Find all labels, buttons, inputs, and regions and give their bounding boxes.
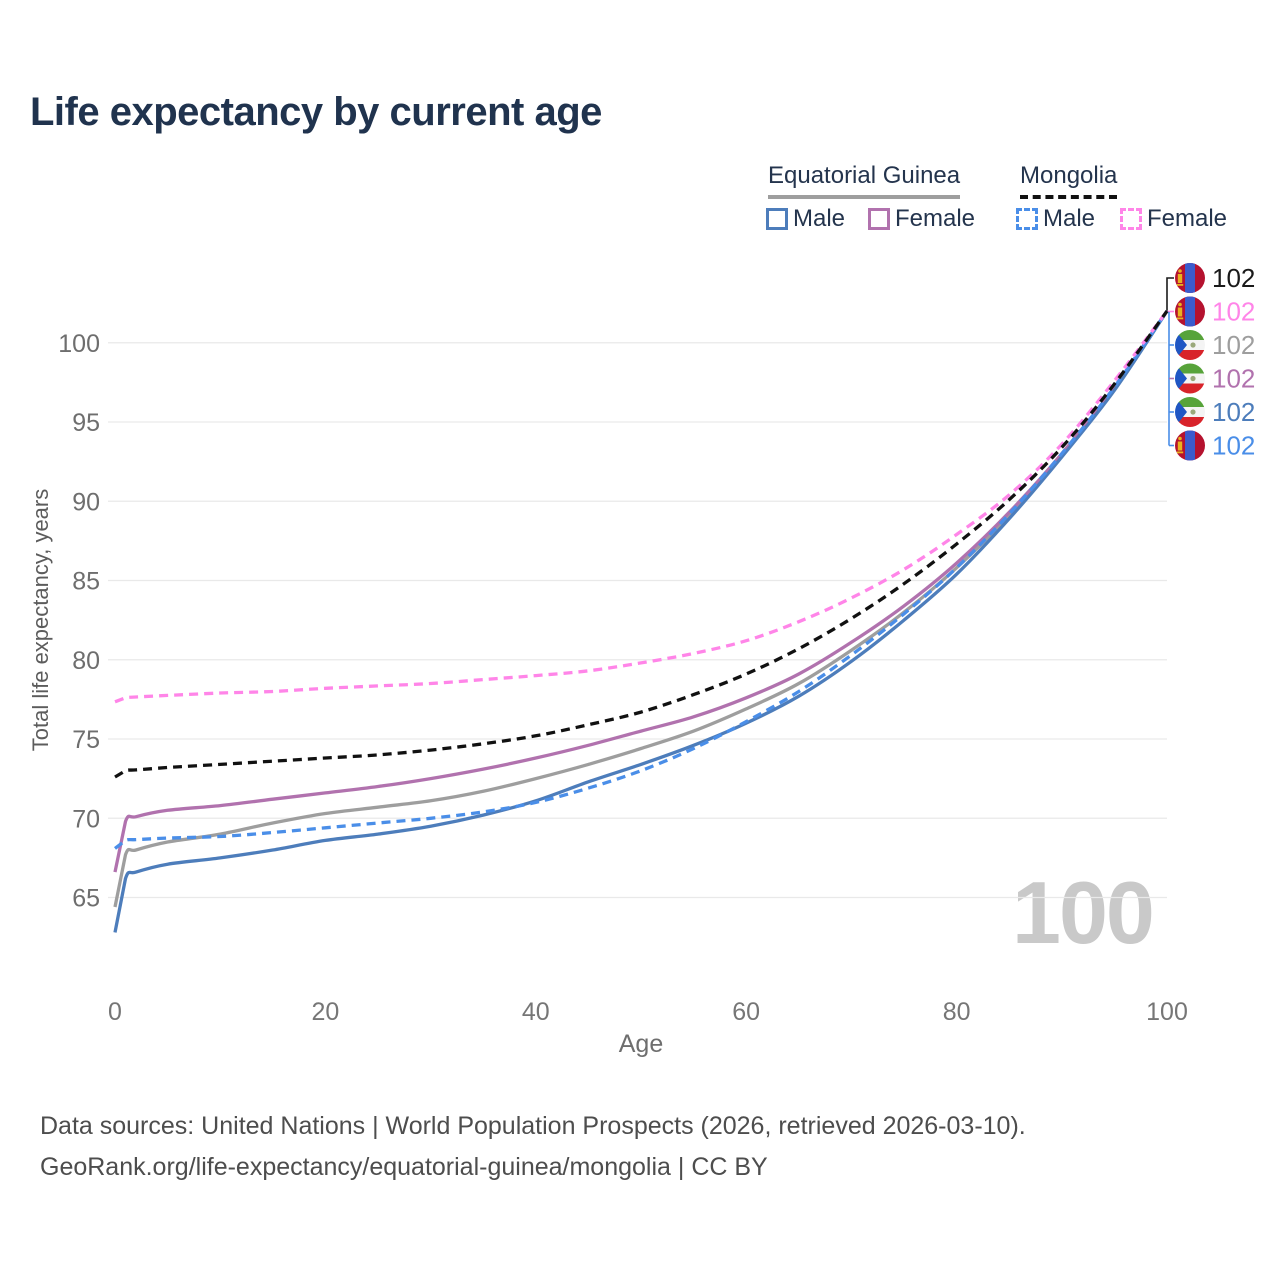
age-watermark: 100 [1012,863,1155,962]
leader-line-black [1166,277,1174,312]
mongolia-flag-icon [1175,263,1205,293]
series-line-mn-female[interactable] [114,310,1169,704]
legend-item-label: Male [1043,205,1096,232]
mongolia-flag-icon [1175,296,1205,327]
y-tick-label: 95 [72,409,100,437]
attribution-line: GeoRank.org/life-expectancy/equatorial-g… [40,1153,768,1181]
y-axis-title: Total life expectancy, years [28,489,53,752]
equatorial-guinea-flag-icon [1175,330,1205,360]
y-tick-label: 70 [72,805,100,833]
y-tick-label: 75 [72,726,100,754]
legend-item-mn-female[interactable]: Female [1120,205,1227,233]
series-line-mn-all[interactable] [114,310,1169,779]
legend-item-eg-female[interactable]: Female [868,205,975,233]
mn-female-swatch-icon [1120,208,1142,230]
legend-item-label: Male [793,205,846,232]
end-value-label: 102 [1212,297,1255,327]
legend-group-equatorial-guinea[interactable]: Equatorial Guinea [768,162,961,199]
end-value-label: 102 [1212,330,1255,360]
y-tick-label: 100 [58,330,100,358]
equatorial-guinea-flag-icon [1175,363,1205,394]
x-tick-label: 40 [522,998,550,1026]
series-line-eg-male[interactable] [113,310,1169,933]
legend-item-label: Female [895,205,976,232]
page-title: Life expectancy by current age [30,90,602,134]
line-chart[interactable]: 65 70 75 80 85 90 95 100 0 20 40 60 80 100 Age Total li… [0,0,1280,1080]
legend-item-eg-male[interactable]: Male [766,205,845,233]
series-line-eg-female[interactable] [113,310,1169,873]
y-tick-label: 80 [72,647,100,675]
eg-female-swatch-icon [868,208,890,230]
y-tick-label: 85 [72,568,100,596]
legend-item-mn-male[interactable]: Male [1016,205,1095,233]
end-value-label: 102 [1212,431,1255,461]
eg-male-swatch-icon [766,208,788,230]
y-tick-label: 65 [72,885,100,913]
y-tick-label: 90 [72,488,100,516]
x-tick-label: 80 [943,998,971,1026]
x-tick-label: 60 [732,998,760,1026]
series-line-mn-male[interactable] [114,310,1169,850]
legend-group-mongolia[interactable]: Mongolia [1020,162,1118,199]
x-tick-label: 0 [108,998,122,1026]
end-value-label: 102 [1212,263,1255,293]
equatorial-guinea-flag-icon [1175,397,1205,427]
x-axis-title: Age [619,1030,663,1058]
footer: Data sources: United Nations | World Pop… [40,1106,1026,1188]
legend-item-label: Female [1147,205,1228,232]
mn-male-swatch-icon [1016,208,1038,230]
x-tick-label: 100 [1146,998,1188,1026]
x-tick-label: 20 [311,998,339,1026]
mongolia-flag-icon [1175,430,1205,461]
end-value-label: 102 [1212,397,1255,427]
data-sources-line: Data sources: United Nations | World Pop… [40,1112,1026,1140]
end-value-label: 102 [1212,364,1255,394]
